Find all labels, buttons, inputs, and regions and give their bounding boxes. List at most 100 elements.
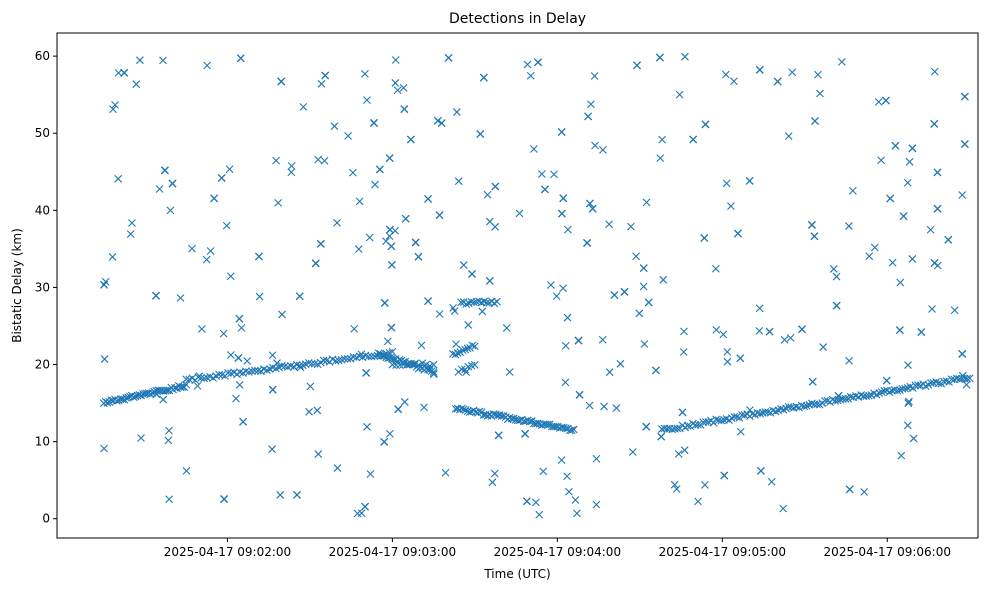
data-point	[561, 378, 570, 387]
data-point	[492, 297, 501, 306]
data-point	[543, 420, 552, 429]
data-point	[909, 434, 918, 443]
data-point	[277, 362, 286, 370]
data-point	[721, 70, 730, 79]
data-point	[136, 56, 144, 65]
data-point	[210, 194, 219, 203]
data-point	[299, 102, 308, 111]
data-point	[917, 328, 926, 337]
data-point	[779, 504, 788, 513]
data-point	[363, 422, 371, 431]
data-point	[587, 100, 595, 109]
data-point	[152, 291, 160, 300]
data-point	[242, 367, 250, 376]
data-point	[462, 300, 471, 308]
data-point	[505, 368, 514, 376]
data-point	[944, 235, 953, 244]
data-point	[736, 427, 745, 436]
data-point	[864, 391, 873, 400]
data-point	[457, 365, 466, 374]
data-point	[557, 128, 566, 136]
data-point	[573, 509, 581, 518]
data-point	[903, 421, 912, 430]
data-point	[387, 323, 396, 332]
data-point	[287, 162, 296, 170]
data-point	[502, 324, 511, 332]
y-tick-label: 60	[35, 49, 50, 63]
data-point	[897, 451, 906, 460]
data-point	[414, 361, 423, 370]
data-point	[433, 116, 442, 125]
data-point	[462, 368, 471, 377]
data-point	[128, 219, 136, 227]
data-point	[616, 359, 625, 368]
data-point	[387, 242, 396, 251]
data-point	[800, 402, 809, 411]
data-point	[526, 71, 535, 80]
data-point	[114, 174, 123, 183]
data-point	[633, 61, 641, 70]
data-point	[243, 357, 252, 365]
data-point	[470, 342, 479, 351]
data-point	[780, 335, 789, 344]
data-point	[886, 194, 895, 203]
data-point	[950, 306, 959, 315]
data-point	[100, 280, 108, 289]
data-point	[832, 272, 841, 281]
data-point	[807, 221, 816, 229]
data-point	[126, 230, 135, 238]
data-point	[490, 469, 499, 478]
data-point	[755, 326, 764, 335]
data-point	[533, 419, 542, 428]
data-point	[896, 278, 905, 287]
data-point	[159, 56, 167, 65]
data-point	[901, 384, 909, 393]
data-point	[820, 396, 829, 405]
data-point	[877, 156, 886, 165]
data-point	[829, 265, 838, 273]
data-point	[255, 252, 263, 261]
data-point	[802, 402, 811, 410]
data-point	[470, 360, 479, 369]
data-point	[565, 487, 573, 496]
data-point	[245, 368, 253, 376]
data-point	[268, 385, 277, 394]
data-point	[120, 68, 129, 77]
data-point	[905, 157, 914, 166]
data-point	[111, 100, 119, 109]
data-point	[788, 68, 797, 77]
data-point	[965, 374, 974, 383]
data-point	[112, 397, 121, 405]
data-point	[557, 456, 566, 465]
data-point	[541, 185, 549, 194]
data-point	[378, 351, 387, 360]
data-point	[895, 326, 904, 334]
data-point	[383, 337, 392, 346]
data-point	[926, 225, 935, 234]
data-point	[782, 404, 790, 413]
data-point	[701, 480, 709, 489]
data-point	[103, 398, 112, 407]
data-point	[203, 61, 211, 70]
data-point	[678, 408, 687, 417]
data-point	[531, 498, 540, 507]
data-point	[164, 436, 173, 445]
data-point	[340, 355, 349, 363]
data-point	[722, 179, 731, 188]
data-point	[680, 446, 689, 455]
data-point	[165, 495, 174, 504]
data-point	[680, 327, 688, 336]
data-point	[757, 467, 765, 475]
data-point	[844, 222, 853, 230]
data-point	[534, 58, 542, 67]
data-point	[963, 374, 972, 383]
data-point	[392, 361, 401, 370]
data-point	[236, 54, 245, 63]
data-point	[235, 314, 244, 323]
data-point	[627, 222, 635, 231]
data-point	[529, 145, 538, 153]
data-point	[295, 361, 304, 370]
data-point	[659, 275, 668, 284]
